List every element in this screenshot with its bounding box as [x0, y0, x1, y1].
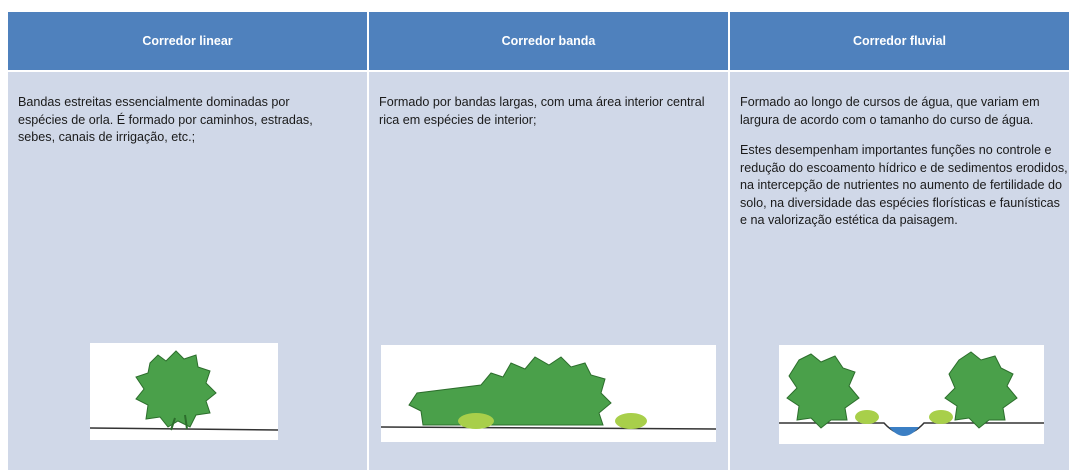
header-cell: Corredor fluvial	[730, 12, 1069, 70]
fluvial-illustration	[779, 345, 1044, 444]
body-cell: Formado por bandas largas, com uma área …	[369, 72, 728, 470]
header-cell: Corredor banda	[369, 12, 728, 70]
cell-text: Formado por bandas largas, com uma área …	[379, 95, 705, 127]
cell-text: Bandas estreitas essencialmente dominada…	[18, 95, 313, 144]
band-illustration	[381, 345, 716, 442]
header-cell: Corredor linear	[8, 12, 367, 70]
linear-illustration	[90, 343, 278, 440]
corridor-table: Corredor linear Corredor banda Corredor …	[8, 12, 1069, 470]
cell-text: Estes desempenham importantes funções no…	[740, 143, 1068, 227]
cell-text: Formado ao longo de cursos de água, que …	[740, 95, 1040, 127]
body-cell: Formado ao longo de cursos de água, que …	[730, 72, 1069, 470]
body-cell: Bandas estreitas essencialmente dominada…	[8, 72, 367, 470]
